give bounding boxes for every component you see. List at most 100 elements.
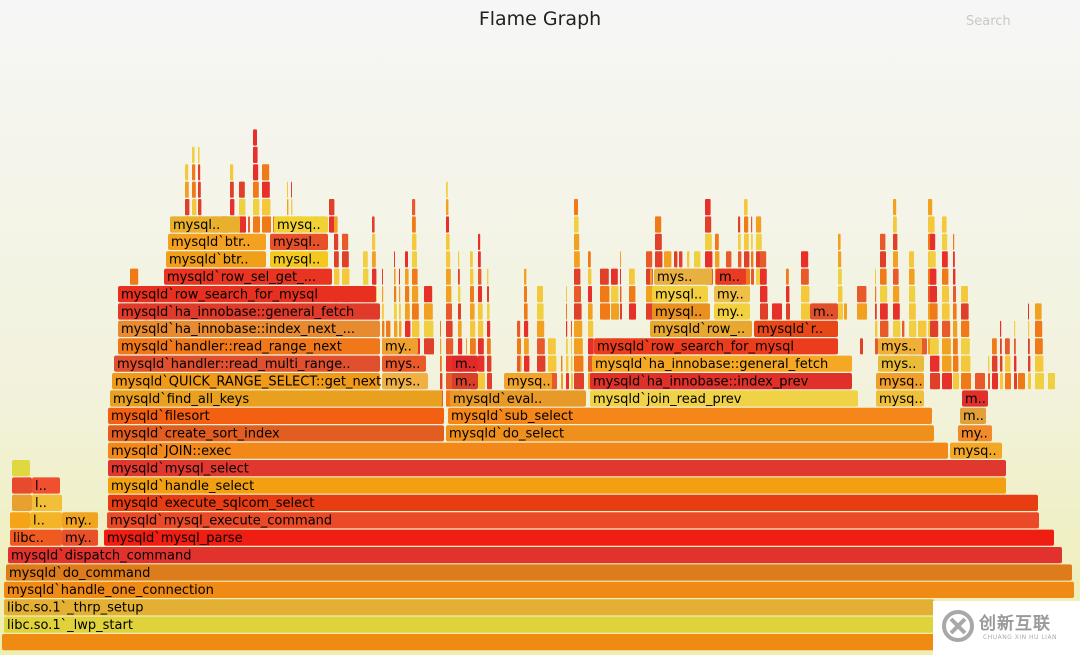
spike-frame-152[interactable] [470,320,476,337]
spike-frame-382[interactable] [961,320,970,337]
spike-frame-168[interactable] [487,338,491,355]
spike-frame-75[interactable] [363,251,368,268]
spike-frame-340[interactable] [918,320,927,337]
spike-frame-282[interactable] [751,251,754,268]
spike-frame-387[interactable] [988,355,990,372]
spike-frame-338[interactable] [909,251,914,268]
spike-frame-335[interactable] [909,303,916,320]
spike-frame-162[interactable] [478,286,482,303]
spike-frame-140[interactable] [458,320,462,337]
spike-frame-244[interactable] [646,251,653,268]
spike-frame-363[interactable] [942,320,951,337]
spike-frame-179[interactable] [520,338,521,355]
spike-frame-236[interactable] [620,268,621,285]
spike-frame-273[interactable] [738,251,742,268]
spike-frame-355[interactable] [930,286,937,303]
spike-frame-215[interactable] [574,268,581,285]
frame-18[interactable] [108,477,1006,494]
spike-frame-305[interactable] [838,233,841,250]
frame-36[interactable] [452,373,478,390]
spike-frame-294[interactable] [786,303,790,320]
spike-frame-370[interactable] [953,373,959,390]
spike-frame-326[interactable] [893,268,899,285]
spike-frame-128[interactable] [446,303,452,320]
frame-57[interactable] [652,286,708,303]
spike-frame-216[interactable] [574,251,580,268]
spike-frame-227[interactable] [588,251,591,268]
spike-frame-31[interactable] [198,146,200,163]
spike-frame-117[interactable] [424,286,433,303]
frame-35[interactable] [382,373,428,390]
spike-frame-261[interactable] [705,251,713,268]
frame-19[interactable] [12,460,30,477]
spike-frame-403[interactable] [1028,373,1031,390]
frame-63[interactable] [270,251,328,268]
spike-frame-242[interactable] [646,286,654,303]
spike-frame-65[interactable] [334,268,340,285]
frame-21[interactable] [108,442,948,459]
frame-29[interactable] [110,390,442,407]
spike-frame-90[interactable] [394,303,397,320]
spike-frame-284[interactable] [751,216,753,233]
spike-frame-20[interactable] [185,181,189,198]
spike-frame-378[interactable] [953,233,955,250]
spike-frame-308[interactable] [857,286,867,303]
spike-frame-389[interactable] [992,355,998,372]
spike-frame-96[interactable] [399,303,401,320]
spike-frame-43[interactable] [253,199,260,216]
spike-frame-186[interactable] [524,268,527,285]
frame-38[interactable] [590,373,852,390]
spike-frame-130[interactable] [446,268,451,285]
spike-frame-29[interactable] [198,181,201,198]
spike-frame-12[interactable] [130,268,139,285]
spike-frame-46[interactable] [253,146,258,163]
spike-frame-68[interactable] [334,216,338,233]
spike-frame-67[interactable] [334,233,339,250]
frame-11[interactable] [62,512,98,529]
spike-frame-170[interactable] [487,303,490,320]
spike-frame-101[interactable] [405,303,410,320]
spike-frame-239[interactable] [629,286,636,303]
spike-frame-356[interactable] [930,268,937,285]
spike-frame-57[interactable] [291,199,293,216]
spike-frame-367[interactable] [942,251,948,268]
spike-frame-290[interactable] [760,286,768,303]
frame-59[interactable] [164,268,332,285]
frame-47[interactable] [594,338,838,355]
spike-frame-211[interactable] [574,338,583,355]
spike-frame-336[interactable] [909,286,916,303]
frame-58[interactable] [714,286,750,303]
spike-frame-312[interactable] [875,303,877,320]
spike-frame-251[interactable] [664,251,672,268]
spike-frame-143[interactable] [458,268,460,285]
spike-frame-172[interactable] [487,268,489,285]
spike-frame-410[interactable] [1035,338,1043,355]
spike-frame-39[interactable] [239,199,246,216]
spike-frame-157[interactable] [478,373,485,390]
spike-frame-361[interactable] [942,355,952,372]
spike-frame-26[interactable] [192,146,195,163]
spike-frame-100[interactable] [405,320,411,337]
spike-frame-354[interactable] [930,303,938,320]
spike-frame-217[interactable] [574,233,580,250]
spike-frame-401[interactable] [1014,320,1016,337]
spike-frame-23[interactable] [192,199,197,216]
frame-51[interactable] [754,320,838,337]
frame-67[interactable] [274,216,328,233]
spike-frame-311[interactable] [875,320,878,337]
frame-24[interactable] [446,425,934,442]
spike-frame-85[interactable] [382,268,383,285]
spike-frame-42[interactable] [253,216,260,233]
spike-frame-306[interactable] [844,303,847,320]
spike-frame-192[interactable] [537,303,544,320]
spike-frame-104[interactable] [405,251,408,268]
spike-frame-385[interactable] [975,373,985,390]
spike-frame-372[interactable] [953,338,958,355]
spike-frame-376[interactable] [953,268,956,285]
spike-frame-229[interactable] [600,286,610,303]
spike-frame-151[interactable] [470,338,476,355]
spike-frame-169[interactable] [487,320,491,337]
spike-frame-320[interactable] [880,251,886,268]
spike-frame-63[interactable] [329,199,335,216]
frame-7[interactable] [62,529,98,546]
